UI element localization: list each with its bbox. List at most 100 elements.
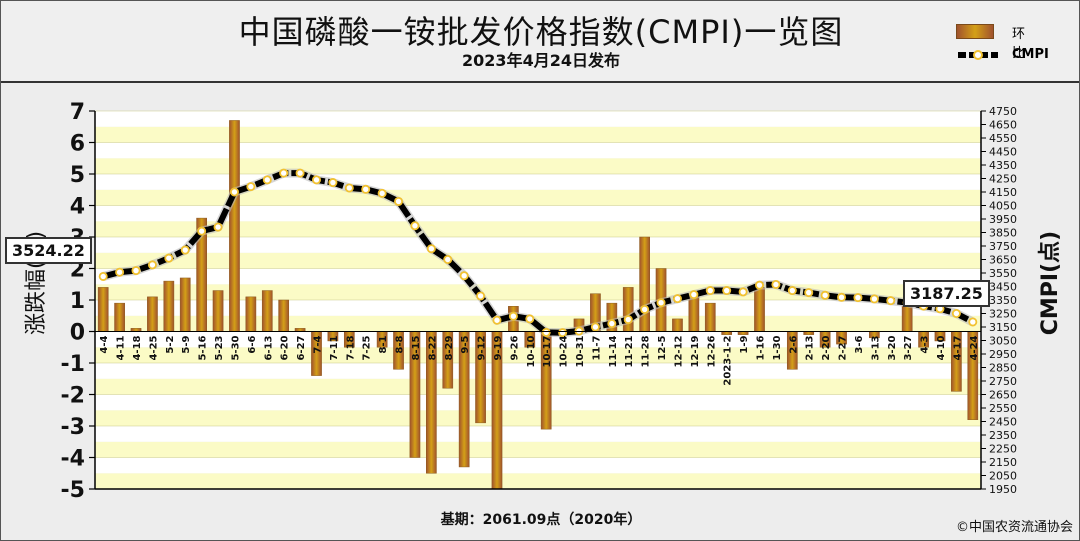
x-tick-label: 10-24 xyxy=(559,335,570,367)
axes xyxy=(89,110,986,490)
y-right-tick-label: 3150 xyxy=(989,321,1017,334)
cmpi-point xyxy=(262,175,272,185)
x-tick-label: 12-5 xyxy=(657,335,668,360)
cmpi-point xyxy=(492,315,502,325)
bar xyxy=(179,277,191,332)
y-right-tick-label: 4350 xyxy=(989,159,1017,172)
cmpi-point xyxy=(525,314,535,324)
cmpi-point xyxy=(656,298,666,308)
y-right-tick-label: 4150 xyxy=(989,186,1017,199)
bar xyxy=(147,296,158,332)
cmpi-point xyxy=(410,221,420,231)
cmpi-point xyxy=(837,292,847,302)
y-left-tick-label: -1 xyxy=(61,352,85,377)
cmpi-point xyxy=(115,267,125,277)
y-right-tick-label: 3450 xyxy=(989,281,1017,294)
x-tick-label: 2-6 xyxy=(788,335,799,353)
x-tick-label: 8-29 xyxy=(444,335,455,360)
y-right-tick-label: 1950 xyxy=(989,483,1017,496)
y-right-tick-label: 3750 xyxy=(989,240,1017,253)
x-tick-label: 8-15 xyxy=(411,335,422,360)
cmpi-point xyxy=(508,311,518,321)
bar xyxy=(901,306,913,332)
y-right-tick-label: 4550 xyxy=(989,132,1017,145)
copyright-note: ©中国农资流通协会 xyxy=(955,520,1073,535)
x-tick-label: 4-17 xyxy=(952,335,963,360)
x-tick-label: 3-27 xyxy=(903,335,914,360)
y-left-tick-label: 7 xyxy=(70,100,85,125)
y-right-tick-label: 2850 xyxy=(989,362,1017,375)
grid-band xyxy=(95,268,981,285)
bar xyxy=(688,296,700,332)
cmpi-point xyxy=(180,245,190,255)
x-tick-label: 11-7 xyxy=(591,335,602,360)
chart-subtitle: 2023年4月24日发布 xyxy=(462,51,620,70)
x-tick-label: 7-11 xyxy=(329,335,340,360)
grid-band xyxy=(95,457,981,474)
cmpi-point xyxy=(459,271,469,281)
cmpi-point xyxy=(229,187,239,197)
cmpi-point xyxy=(869,294,879,304)
cmpi-point xyxy=(672,294,682,304)
cmpi-point xyxy=(131,266,141,276)
cmpi-point xyxy=(640,304,650,314)
y-right-tick-label: 4050 xyxy=(989,200,1017,213)
y-left-tick-label: -3 xyxy=(61,415,85,440)
x-tick-label: 2023-1-2 xyxy=(723,335,734,385)
y-right-tick-label: 3950 xyxy=(989,213,1017,226)
y-right-tick-label: 2550 xyxy=(989,402,1017,415)
y-right-tick-label: 4450 xyxy=(989,146,1017,159)
cmpi-point xyxy=(213,222,223,232)
x-tick-label: 3-20 xyxy=(887,335,898,360)
line-series xyxy=(98,168,978,338)
x-tick-label: 7-25 xyxy=(362,335,373,360)
y-left-tick-label: -2 xyxy=(61,384,85,409)
cmpi-point xyxy=(820,290,830,300)
bar xyxy=(114,302,125,332)
y-right-tick-label: 3650 xyxy=(989,254,1017,267)
x-tick-label: 3-6 xyxy=(854,335,865,353)
x-tick-label: 9-5 xyxy=(460,335,471,353)
x-tick-label: 8-8 xyxy=(395,335,406,353)
cmpi-point xyxy=(853,293,863,303)
bar xyxy=(97,287,109,332)
bar xyxy=(754,287,765,332)
cmpi-point xyxy=(705,286,715,296)
x-tick-label: 8-1 xyxy=(378,335,389,353)
y-left-tick-label: -5 xyxy=(61,478,85,503)
bar-series xyxy=(97,120,979,490)
x-tick-label: 3-13 xyxy=(870,335,881,360)
chart-title: 中国磷酸一铵批发价格指数(CMPI)一览图 xyxy=(238,13,844,51)
cmpi-point xyxy=(394,196,404,206)
grid-band xyxy=(95,394,981,411)
grid-band xyxy=(95,142,981,159)
x-tick-label: 5-9 xyxy=(181,335,192,353)
grid-band xyxy=(95,189,981,206)
x-tick-label: 1-16 xyxy=(756,335,767,360)
base-period-note: 基期：2061.09点（2020年） xyxy=(440,512,642,528)
x-tick-label: 11-14 xyxy=(608,335,619,367)
x-tick-label: 9-26 xyxy=(509,335,520,360)
cmpi-point xyxy=(787,286,797,296)
y-right-tick-label: 4250 xyxy=(989,173,1017,186)
cmpi-point xyxy=(558,328,568,338)
chart-plot: 4-4 4-11 4-18 4-25 5-2 5-9 5-16 5-23 5-30 6-6 6-13… xyxy=(24,100,1063,503)
chart-legend: 环比 CMPI xyxy=(956,21,1071,71)
bar xyxy=(261,290,273,332)
bar xyxy=(278,299,290,332)
y-right-tick-labels: 1950205021502250235024502550265027502850… xyxy=(989,105,1017,496)
x-tick-label: 12-26 xyxy=(706,335,717,367)
y-right-tick-label: 2050 xyxy=(989,470,1017,483)
cmpi-point xyxy=(344,183,354,193)
legend-line-swatch xyxy=(958,50,998,60)
cmpi-point xyxy=(590,322,600,332)
grid-band xyxy=(95,300,981,316)
y-right-tick-label: 3050 xyxy=(989,335,1017,348)
grid-band xyxy=(95,473,981,489)
legend-bar-label: 环比 xyxy=(1012,27,1026,61)
x-tick-label: 5-30 xyxy=(231,335,242,360)
legend-line-label: CMPI xyxy=(1012,47,1049,62)
grid-band xyxy=(95,205,981,222)
bar xyxy=(672,318,683,332)
cmpi-point xyxy=(147,260,157,270)
